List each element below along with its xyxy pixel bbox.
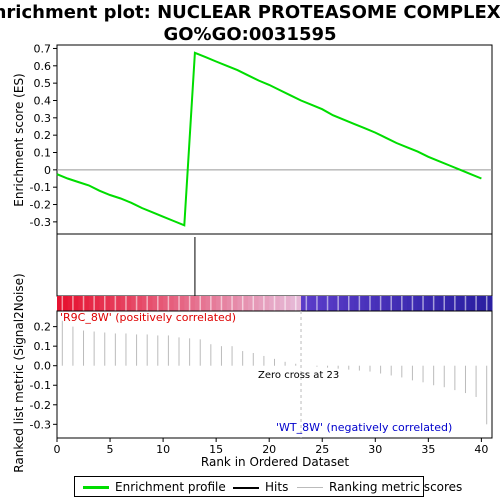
es-profile-line bbox=[56, 51, 482, 227]
ranking-color-bar bbox=[57, 296, 493, 311]
metric-panel bbox=[56, 310, 493, 439]
positive-correlation-label: 'R9C_8W' (positively correlated) bbox=[60, 311, 236, 324]
metric-tick-label: 0.2 bbox=[34, 321, 52, 334]
x-axis-title: Rank in Ordered Dataset bbox=[201, 455, 349, 469]
chart-title-line1: Enrichment plot: NUCLEAR PROTEASOME COMP… bbox=[0, 2, 500, 23]
legend-label-profile: Enrichment profile bbox=[115, 480, 226, 494]
x-axis: 0 5 10 15 20 25 30 35 40 bbox=[54, 438, 488, 456]
es-tick-label: 0.6 bbox=[34, 60, 52, 73]
metric-tick-label: 0.1 bbox=[34, 340, 52, 353]
es-profile-polyline bbox=[56, 51, 482, 227]
es-tick-label: 0.5 bbox=[34, 77, 52, 90]
chart-title-line2: GO%GO:0031595 bbox=[163, 24, 336, 45]
legend-label-hits: Hits bbox=[265, 480, 289, 494]
es-tick-label: 0.7 bbox=[34, 42, 52, 55]
es-tick-label: 0.2 bbox=[34, 129, 52, 142]
es-tick-label: 0 bbox=[44, 164, 51, 177]
legend-item-profile: Enrichment profile bbox=[83, 480, 226, 494]
legend-swatch-hits bbox=[233, 486, 259, 489]
metric-y-axis-title: Ranked list metric (Signal2Noise) bbox=[12, 273, 26, 472]
metric-tick-label: -0.1 bbox=[30, 379, 51, 392]
metric-tick-label: -0.2 bbox=[30, 399, 51, 412]
metric-tick-label: -0.3 bbox=[30, 418, 51, 431]
x-tick-label: 25 bbox=[315, 443, 329, 456]
metric-tick-label: 0.0 bbox=[34, 360, 52, 373]
es-panel bbox=[56, 44, 493, 235]
x-tick-label: 15 bbox=[209, 443, 223, 456]
x-tick-label: 0 bbox=[54, 443, 61, 456]
x-tick-label: 5 bbox=[107, 443, 114, 456]
es-tick-label: -0.2 bbox=[30, 199, 51, 212]
metric-bars bbox=[61, 311, 488, 438]
legend-swatch-profile bbox=[83, 486, 109, 489]
x-tick-label: 20 bbox=[262, 443, 276, 456]
es-y-axis-title: Enrichment score (ES) bbox=[12, 73, 26, 206]
es-tick-label: -0.3 bbox=[30, 216, 51, 229]
legend: Enrichment profile Hits Ranking metric s… bbox=[74, 476, 462, 497]
es-tick-label: 0.1 bbox=[34, 147, 52, 160]
negative-correlation-label: 'WT_8W' (negatively correlated) bbox=[276, 421, 452, 434]
x-tick-label: 30 bbox=[368, 443, 382, 456]
legend-swatch-metric bbox=[297, 487, 323, 488]
x-tick-label: 10 bbox=[156, 443, 170, 456]
x-tick-label: 40 bbox=[474, 443, 488, 456]
es-y-axis: -0.3 -0.2 -0.1 0 0.1 0.2 0.3 0.4 0.5 0.6 0.7 bbox=[30, 42, 57, 229]
es-tick-label: 0.3 bbox=[34, 112, 52, 125]
zero-cross-label: Zero cross at 23 bbox=[258, 370, 339, 381]
x-tick-label: 35 bbox=[421, 443, 435, 456]
es-tick-label: 0.4 bbox=[34, 94, 52, 107]
es-tick-label: -0.1 bbox=[30, 181, 51, 194]
legend-label-metric: Ranking metric scores bbox=[329, 480, 463, 494]
hits-panel bbox=[56, 233, 493, 297]
legend-item-metric: Ranking metric scores bbox=[297, 480, 462, 494]
metric-y-axis: -0.3 -0.2 -0.1 0.0 0.1 0.2 bbox=[30, 321, 57, 431]
legend-item-hits: Hits bbox=[233, 480, 288, 494]
